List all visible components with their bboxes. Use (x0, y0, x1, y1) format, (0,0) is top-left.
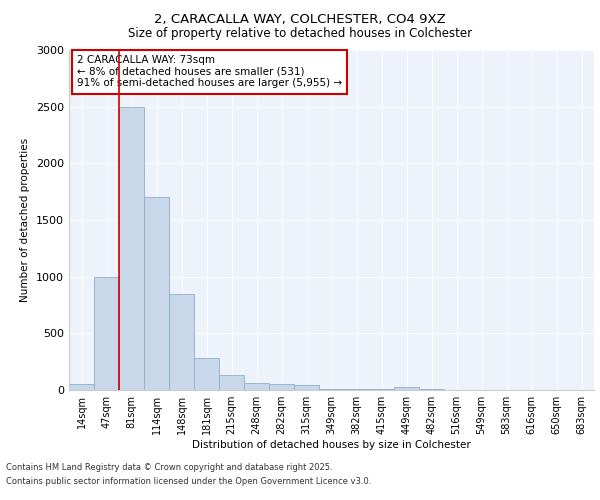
Text: Contains public sector information licensed under the Open Government Licence v3: Contains public sector information licen… (6, 478, 371, 486)
Bar (169, 294, 194, 390)
Bar (244, 383, 269, 390)
Bar (294, 386, 319, 390)
Y-axis label: Number of detached properties: Number of detached properties (20, 138, 31, 302)
Bar (144, 198, 169, 390)
Bar (319, 389, 344, 390)
Text: Size of property relative to detached houses in Colchester: Size of property relative to detached ho… (128, 28, 472, 40)
Text: 2, CARACALLA WAY, COLCHESTER, CO4 9XZ: 2, CARACALLA WAY, COLCHESTER, CO4 9XZ (154, 12, 446, 26)
Bar (194, 358, 219, 390)
Bar (394, 386, 419, 390)
X-axis label: Distribution of detached houses by size in Colchester: Distribution of detached houses by size … (192, 440, 471, 450)
Bar (69, 384, 94, 390)
Bar (269, 384, 294, 390)
Text: 2 CARACALLA WAY: 73sqm
← 8% of detached houses are smaller (531)
91% of semi-det: 2 CARACALLA WAY: 73sqm ← 8% of detached … (77, 55, 342, 88)
Text: Contains HM Land Registry data © Crown copyright and database right 2025.: Contains HM Land Registry data © Crown c… (6, 462, 332, 471)
Bar (119, 106, 144, 390)
Bar (219, 376, 244, 390)
Bar (94, 276, 119, 390)
